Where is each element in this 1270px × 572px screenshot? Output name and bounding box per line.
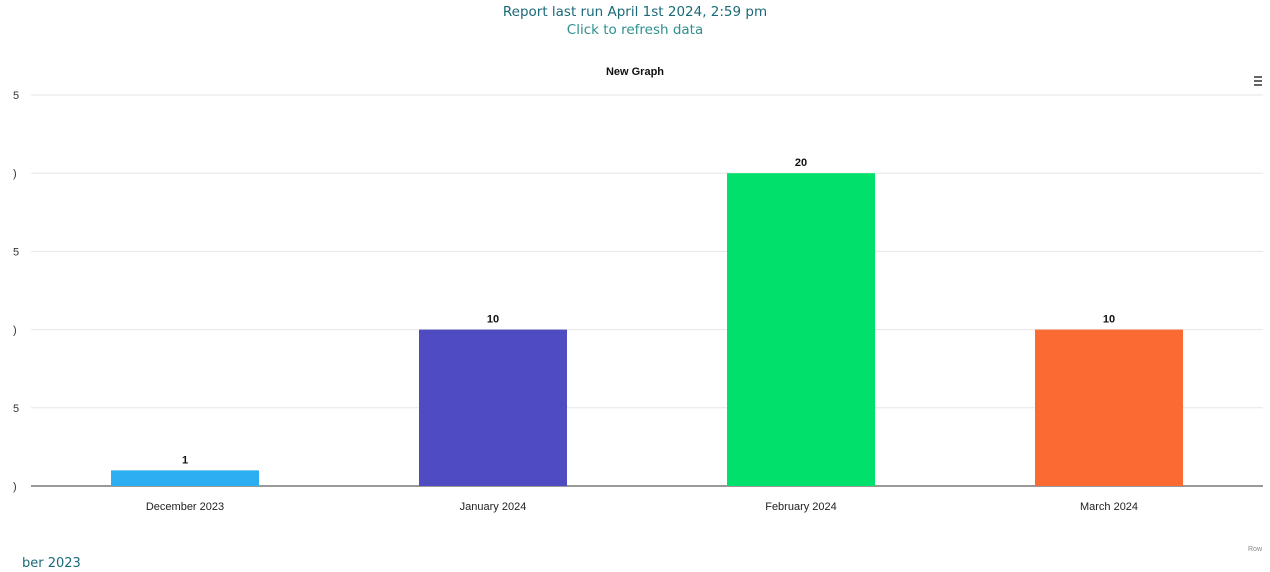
report-last-run-text: Report last run April 1st 2024, 2:59 pm bbox=[502, 4, 768, 20]
rows-label: Row bbox=[1248, 546, 1263, 553]
data-label: 10 bbox=[1103, 314, 1115, 326]
data-label: 20 bbox=[795, 157, 807, 169]
y-tick-label: 5 bbox=[13, 90, 19, 102]
data-label: 1 bbox=[182, 454, 188, 466]
x-tick-label: December 2023 bbox=[146, 501, 224, 513]
refresh-data-link[interactable]: Click to refresh data bbox=[566, 22, 704, 38]
bar bbox=[727, 173, 875, 486]
y-tick-label: ) bbox=[13, 325, 17, 337]
x-tick-label: February 2024 bbox=[765, 501, 837, 513]
bar bbox=[419, 329, 567, 486]
footer-partial-text: ber 2023 bbox=[22, 556, 81, 571]
y-tick-label: 5 bbox=[13, 403, 19, 415]
hamburger-menu-icon[interactable] bbox=[1252, 76, 1264, 90]
chart-title: New Graph bbox=[605, 66, 665, 78]
y-tick-label: ) bbox=[13, 168, 17, 180]
bar bbox=[1035, 329, 1183, 486]
y-tick-label: 5 bbox=[13, 246, 19, 258]
x-tick-label: January 2024 bbox=[460, 501, 527, 513]
x-tick-label: March 2024 bbox=[1080, 501, 1138, 513]
data-label: 10 bbox=[487, 314, 499, 326]
bar bbox=[111, 470, 259, 486]
y-tick-label: ) bbox=[13, 481, 17, 493]
